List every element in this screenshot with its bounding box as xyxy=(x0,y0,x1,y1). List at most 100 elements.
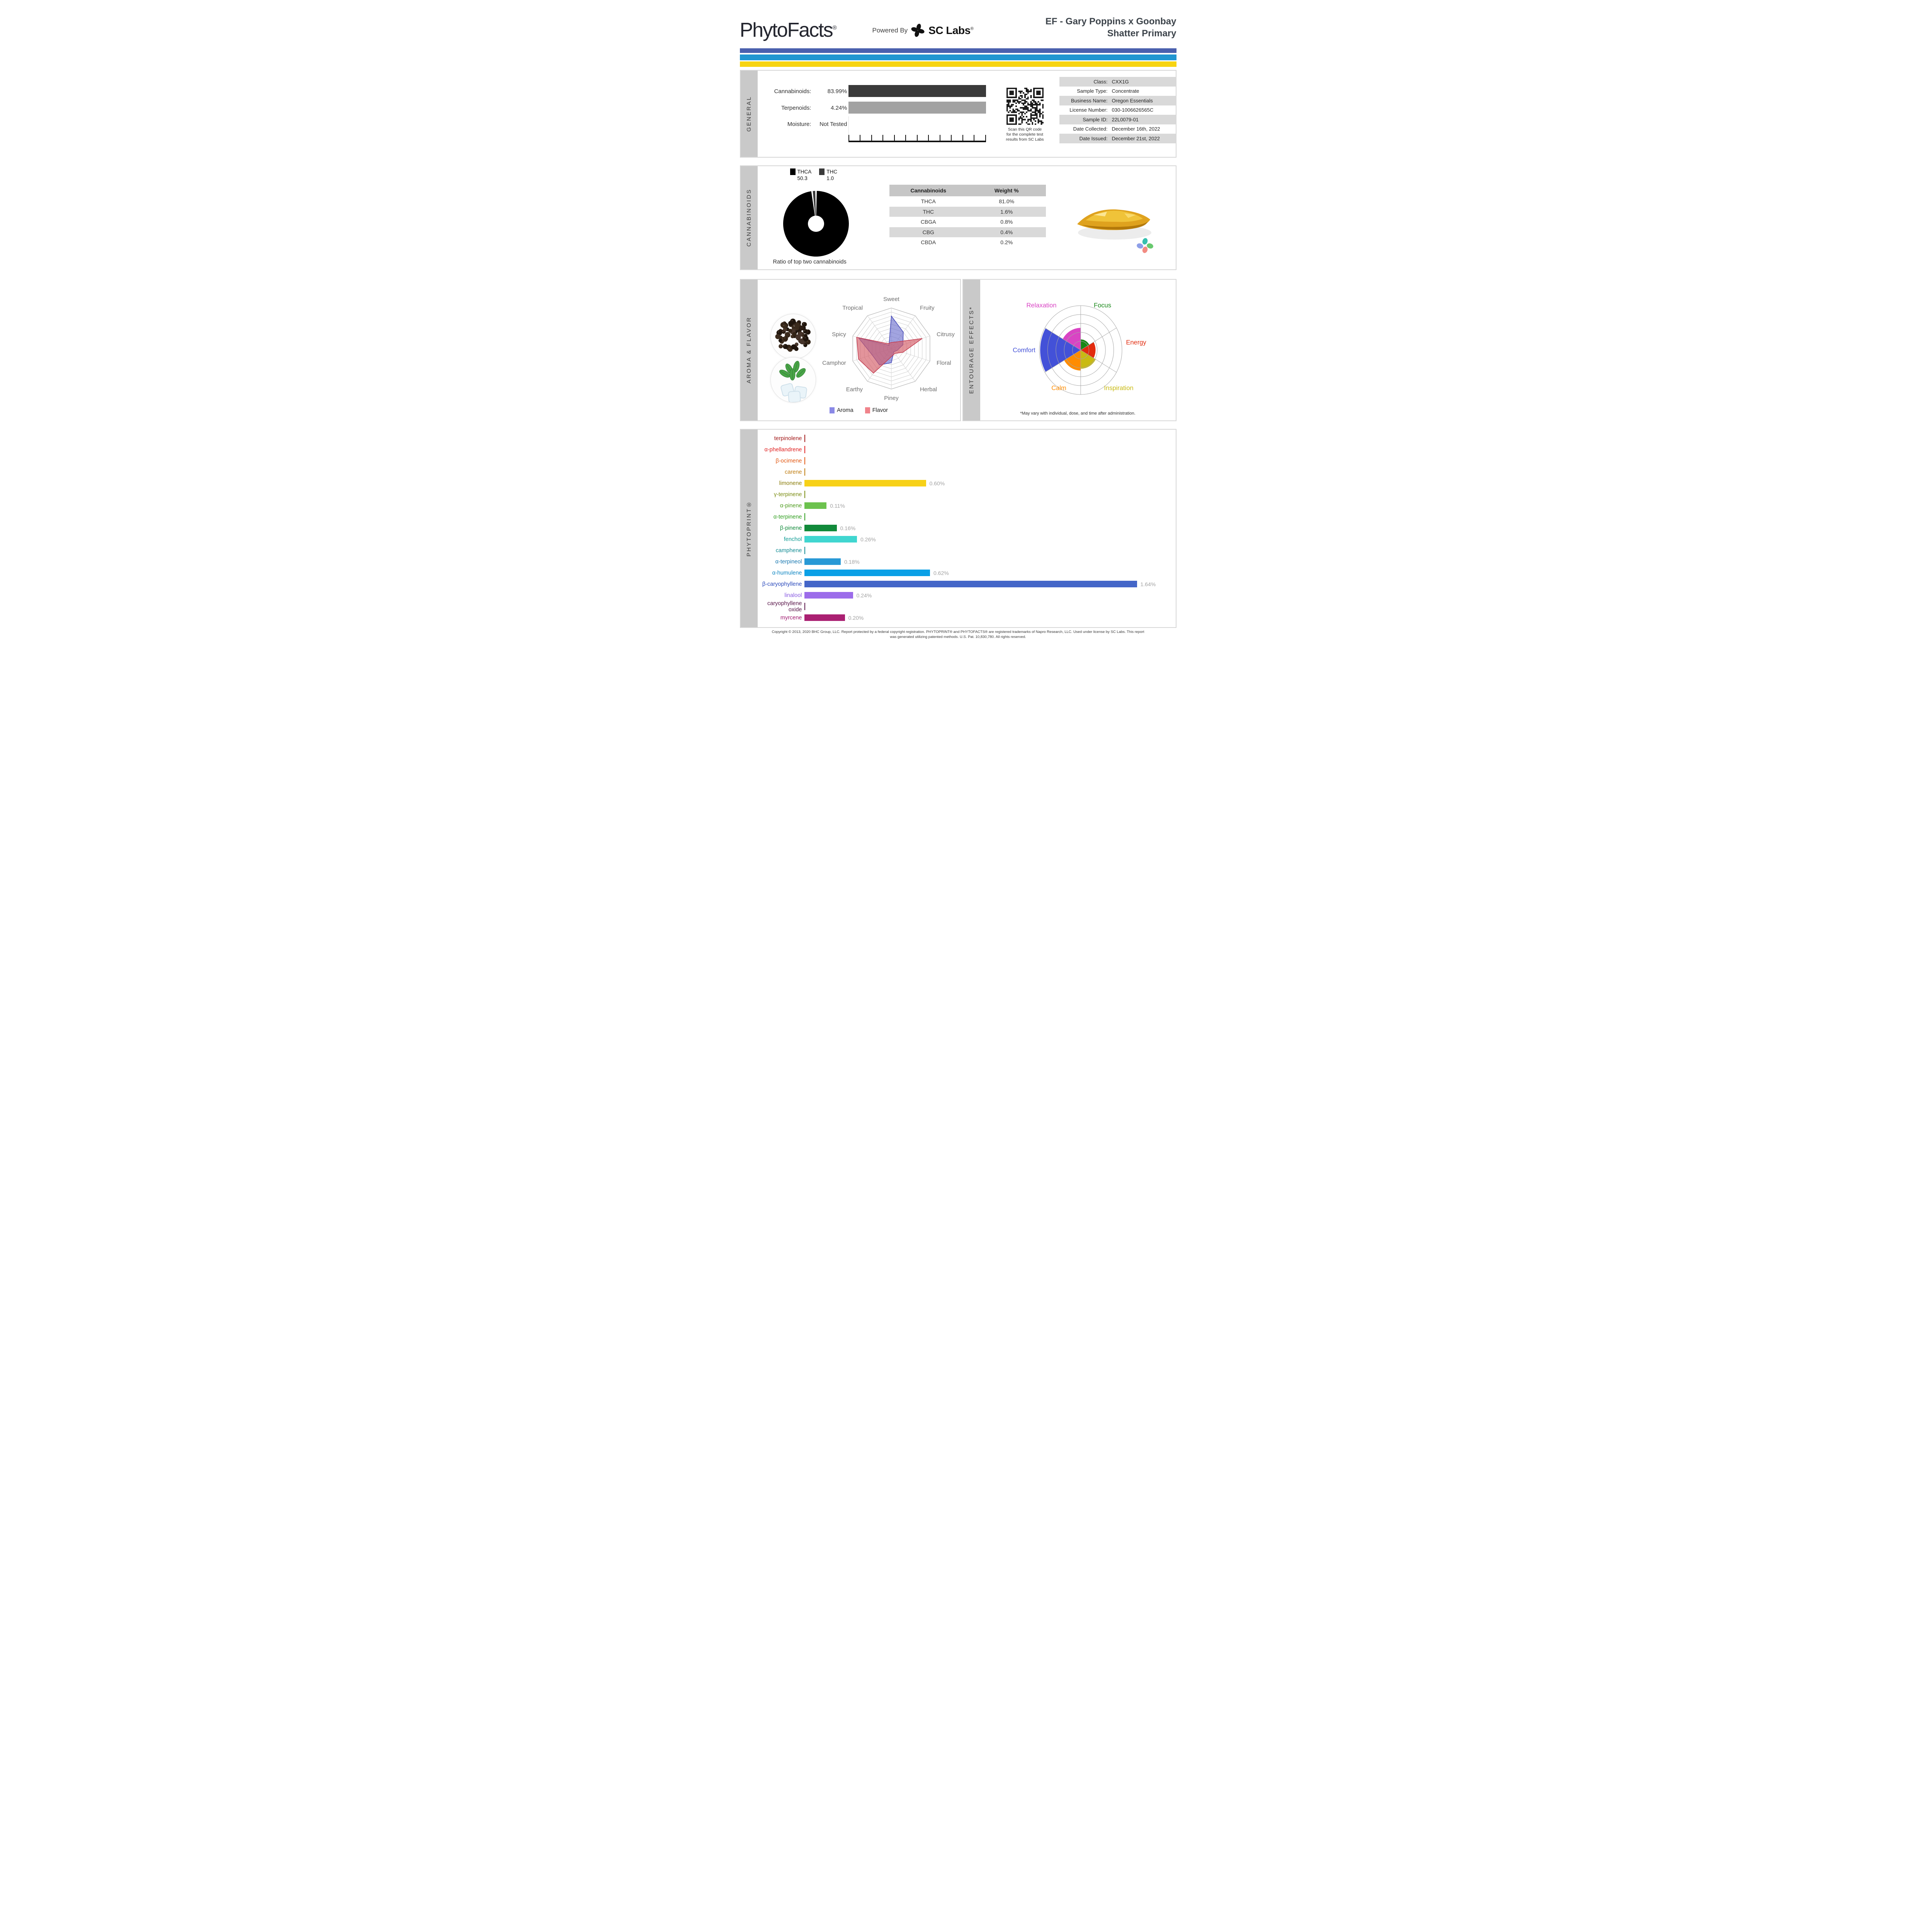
analyte-value: 81.0% xyxy=(999,198,1015,205)
entourage-effect-label: Focus xyxy=(1094,302,1111,309)
radar-axis-label: Fruity xyxy=(920,305,934,311)
info-value: December 16th, 2022 xyxy=(1112,126,1160,132)
terpene-row: camphene xyxy=(758,545,1176,556)
analyte-value: 0.4% xyxy=(1000,229,1013,235)
aroma-flavor-legend-entry: Aroma xyxy=(829,407,853,413)
info-label: Class: xyxy=(1093,78,1108,85)
radar-axis-label: Floral xyxy=(937,360,951,366)
table-row: THCA 81.0% xyxy=(889,196,1046,207)
terpene-name: α-pinene xyxy=(780,502,802,509)
info-label: Sample ID: xyxy=(1083,116,1108,122)
cannabinoid-ratio-donut-chart xyxy=(782,190,850,259)
analyte-name: THCA xyxy=(921,198,936,205)
terpene-row: limonene 0.60% xyxy=(758,478,1176,489)
terpene-name: limonene xyxy=(779,480,802,486)
legend-name: THCA xyxy=(797,169,812,175)
terpene-bar xyxy=(804,502,827,509)
info-value: 030-1006626565C xyxy=(1112,107,1154,113)
legend-swatch xyxy=(790,168,796,175)
registered-mark: ® xyxy=(832,24,837,31)
terpene-name: β-caryophyllene xyxy=(762,581,802,587)
terpene-row: terpinolene xyxy=(758,433,1176,444)
qr-code xyxy=(1005,86,1045,128)
phytofacts-report-page: PhytoFacts® Powered By SC Labs® EF - Gar… xyxy=(718,0,1198,678)
terpene-bar xyxy=(804,558,841,565)
section-phytoprint: PHYTOPRINT® terpinolene α-phellandrene β-o… xyxy=(740,429,1176,628)
table-row: CBGA 0.8% xyxy=(889,217,1046,227)
donut-legend: THCA 50.3 THC 1.0 xyxy=(790,168,837,181)
sample-name: EF - Gary Poppins x Goonbay xyxy=(1045,16,1176,27)
terpene-row: β-ocimene xyxy=(758,455,1176,466)
terpene-bar xyxy=(804,536,857,543)
info-value: CXX1G xyxy=(1112,78,1129,85)
mint-ice-photo xyxy=(770,357,816,403)
sc-labs-wordmark: SC Labs® xyxy=(928,24,974,36)
info-row: Sample ID: 22L0079-01 xyxy=(1059,115,1176,124)
metric-cannabinoids: Cannabinoids: 83.99% xyxy=(762,85,847,97)
cannabinoids-table: Cannabinoids Weight % THCA 81.0% THC 1.6% CBGA… xyxy=(889,185,1046,248)
cannabinoids-table-header: Cannabinoids Weight % xyxy=(889,185,1046,196)
analyte-name: CBDA xyxy=(921,239,936,246)
terpene-zero-tick xyxy=(804,603,805,610)
phytofacts-logo: PhytoFacts® xyxy=(740,19,837,41)
section-entourage-band: ENTOURAGE EFFECTS* xyxy=(963,280,980,420)
terpene-value: 0.60% xyxy=(929,480,945,486)
terpene-bar xyxy=(804,525,837,531)
terpene-value: 1.64% xyxy=(1140,581,1156,587)
radar-axis-label: Herbal xyxy=(920,386,937,393)
terpene-row: γ-terpinene xyxy=(758,489,1176,500)
entourage-effect-label: Relaxation xyxy=(1026,302,1057,309)
legend-value: 50.3 xyxy=(797,175,808,181)
terpene-zero-tick xyxy=(804,547,805,554)
terpene-zero-tick xyxy=(804,491,805,498)
table-row: THC 1.6% xyxy=(889,206,1046,217)
copyright-footer: Copyright © 2013, 2020 BHC Group, LLC. R… xyxy=(772,630,1144,639)
terpene-zero-tick xyxy=(804,446,805,453)
legend-value: 1.0 xyxy=(826,175,834,181)
info-row: Date Collected: December 16th, 2022 xyxy=(1059,124,1176,134)
sc-labs-pinwheel-icon xyxy=(911,23,925,37)
analyte-value: 0.2% xyxy=(1000,239,1013,246)
section-entourage: ENTOURAGE EFFECTS* Focus Energy Inspiratio… xyxy=(962,279,1176,421)
radar-axis-label: Sweet xyxy=(883,296,900,303)
terpene-name: β-ocimene xyxy=(775,457,802,464)
metric-moisture: Moisture: Not Tested xyxy=(762,119,847,129)
analyte-name: CBGA xyxy=(920,219,936,225)
donut-legend-entry: THCA 50.3 xyxy=(790,168,812,181)
section-entourage-label: ENTOURAGE EFFECTS* xyxy=(968,306,975,394)
metric-label: Cannabinoids: xyxy=(774,88,811,95)
table-row: CBDA 0.2% xyxy=(889,237,1046,248)
terpene-value: 0.24% xyxy=(856,592,872,599)
section-cannabinoids-band: CANNABINOIDS xyxy=(740,166,758,269)
entourage-effect-label: Calm xyxy=(1051,384,1066,392)
terpene-bar xyxy=(804,581,1137,587)
terpene-row: linalool 0.24% xyxy=(758,590,1176,601)
terpene-name: camphene xyxy=(775,547,802,554)
metric-value: 83.99% xyxy=(827,88,847,95)
info-row: Date Issued: December 21st, 2022 xyxy=(1059,134,1176,143)
info-label: Sample Type: xyxy=(1077,88,1108,94)
sample-subtitle: Shatter Primary xyxy=(1107,28,1176,39)
terpene-name: α-terpinene xyxy=(773,514,802,520)
powered-by-label: Powered By xyxy=(872,27,908,34)
terpene-row: α-pinene 0.11% xyxy=(758,500,1176,511)
terpene-name: terpinolene xyxy=(774,435,802,442)
terpene-row: fenchol 0.26% xyxy=(758,534,1176,545)
terpene-zero-tick xyxy=(804,435,805,442)
terpene-name: myrcene xyxy=(780,614,802,621)
terpene-row: α-phellandrene xyxy=(758,444,1176,455)
terpene-value: 0.20% xyxy=(848,614,864,621)
terpene-value: 0.18% xyxy=(844,558,860,565)
sample-info-table: Class: CXX1G Sample Type: Concentrate Busine… xyxy=(1059,77,1176,143)
shatter-product-photo xyxy=(1070,186,1157,250)
terpene-name: fenchol xyxy=(784,536,802,543)
terpene-name: carene xyxy=(785,469,802,475)
metric-value: Not Tested xyxy=(819,121,847,128)
terpene-row: α-humulene 0.62% xyxy=(758,567,1176,578)
terpene-name: α-phellandrene xyxy=(764,446,802,453)
terpene-value: 0.62% xyxy=(933,570,949,576)
metric-label: Moisture: xyxy=(787,121,811,128)
aroma-flavor-legend-entry: Flavor xyxy=(865,407,888,413)
terpenoids-total-bar xyxy=(848,102,986,114)
info-label: License Number: xyxy=(1069,107,1108,113)
